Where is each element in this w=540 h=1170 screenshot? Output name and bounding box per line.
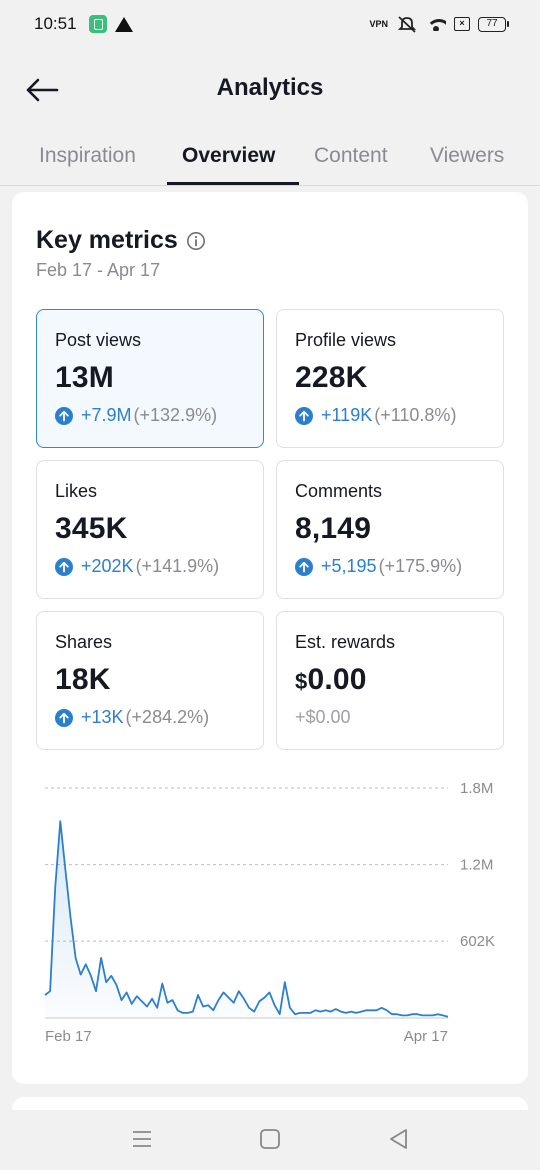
- app-notification-icon: [88, 15, 107, 33]
- currency-symbol: $: [295, 669, 308, 694]
- battery-icon: 77: [478, 16, 509, 32]
- change-absolute: +$0.00: [295, 707, 351, 727]
- change-percent: (+132.9%): [133, 405, 218, 425]
- header: Analytics: [0, 48, 540, 132]
- arrow-up-circle-icon: [295, 406, 313, 425]
- y-tick-label: 1.2M: [460, 857, 493, 874]
- sim-icon: ×: [454, 17, 470, 31]
- status-bar: 10:51 VPN × 77: [0, 0, 540, 48]
- status-time: 10:51: [34, 14, 77, 33]
- change-percent: (+284.2%): [125, 707, 210, 727]
- section-title-row: Key metrics: [36, 226, 206, 255]
- metric-change: +$0.00: [295, 707, 485, 728]
- warning-icon: [114, 16, 133, 32]
- back-arrow-icon: [26, 78, 59, 102]
- metric-post-views[interactable]: Post views 13M +7.9M (+132.9%): [36, 309, 264, 448]
- metric-label: Post views: [55, 330, 142, 350]
- menu-icon[interactable]: [127, 1124, 157, 1154]
- metric-change: +7.9M (+132.9%): [55, 405, 245, 426]
- metric-value: 8,149: [295, 512, 372, 545]
- metric-shares[interactable]: Shares 18K +13K (+284.2%): [36, 611, 264, 750]
- arrow-up-circle-icon: [55, 557, 73, 576]
- metric-label: Comments: [295, 481, 383, 501]
- status-left-icons: [88, 15, 133, 33]
- arrow-up-circle-icon: [55, 406, 73, 425]
- y-tick-label: 602K: [460, 933, 495, 950]
- metric-value: 345K: [55, 512, 128, 545]
- metric-likes[interactable]: Likes 345K +202K (+141.9%): [36, 460, 264, 599]
- home-icon[interactable]: [255, 1124, 285, 1154]
- tab-overview[interactable]: Overview: [182, 144, 276, 167]
- change-absolute: +119K: [321, 405, 373, 425]
- section-title: Key metrics: [36, 226, 178, 254]
- status-right-icons: VPN × 77: [369, 15, 509, 33]
- change-percent: (+141.9%): [135, 556, 220, 576]
- reward-amount: 0.00: [307, 663, 367, 696]
- x-axis-start-label: Feb 17: [45, 1028, 92, 1045]
- metric-change: +5,195 (+175.9%): [295, 556, 485, 577]
- change-absolute: +5,195: [321, 556, 377, 576]
- change-absolute: +202K: [81, 556, 134, 576]
- metric-label: Profile views: [295, 330, 397, 350]
- info-icon[interactable]: [186, 231, 206, 251]
- change-percent: (+175.9%): [378, 556, 463, 576]
- tab-bar: Inspiration Overview Content Viewers: [0, 132, 540, 186]
- change-percent: (+110.8%): [374, 405, 457, 425]
- metric-profile-views[interactable]: Profile views 228K +119K (+110.8%): [276, 309, 504, 448]
- metric-value: 228K: [295, 361, 368, 394]
- metric-label: Shares: [55, 632, 113, 652]
- back-triangle-icon[interactable]: [384, 1124, 414, 1154]
- mute-icon: [397, 16, 417, 33]
- metric-label: Est. rewards: [295, 632, 396, 652]
- key-metrics-card: Key metrics Feb 17 - Apr 17 Post views 1…: [12, 192, 528, 1084]
- chart-gridlines: [45, 787, 448, 942]
- x-axis-end-label: Apr 17: [404, 1028, 448, 1045]
- tab-viewers[interactable]: Viewers: [430, 144, 505, 167]
- chart-area: [45, 821, 448, 1018]
- chart-canvas: 1.8M 1.2M 602K Feb 17 Apr 17: [44, 780, 495, 1045]
- metric-value: $0.00: [295, 663, 485, 697]
- page-title: Analytics: [216, 74, 324, 101]
- vpn-icon: VPN: [369, 19, 388, 29]
- metric-value: 18K: [55, 663, 111, 696]
- arrow-up-circle-icon: [295, 557, 313, 576]
- post-views-chart[interactable]: 1.8M 1.2M 602K Feb 17 Apr 17: [12, 770, 528, 1060]
- metric-value: 13M: [55, 361, 114, 394]
- change-absolute: +7.9M: [81, 405, 132, 425]
- metric-change: +202K (+141.9%): [55, 556, 245, 577]
- tab-inspiration[interactable]: Inspiration: [39, 144, 136, 167]
- metric-change: +119K (+110.8%): [295, 405, 485, 426]
- active-tab-indicator: [167, 182, 299, 185]
- tab-content[interactable]: Content: [314, 144, 388, 167]
- chart-line: [44, 820, 449, 1018]
- wifi-icon: [426, 17, 446, 31]
- arrow-up-circle-icon: [55, 708, 73, 727]
- metric-label: Likes: [55, 481, 98, 501]
- back-button[interactable]: [22, 70, 62, 110]
- metric-est-rewards[interactable]: Est. rewards $0.00 +$0.00: [276, 611, 504, 750]
- metric-comments[interactable]: Comments 8,149 +5,195 (+175.9%): [276, 460, 504, 599]
- y-tick-label: 1.8M: [460, 780, 493, 797]
- date-range: Feb 17 - Apr 17: [36, 260, 161, 280]
- y-axis-ticks: 1.8M 1.2M 602K: [460, 780, 495, 950]
- system-nav-bar: [0, 1110, 540, 1170]
- change-absolute: +13K: [81, 707, 124, 727]
- metric-change: +13K (+284.2%): [55, 707, 245, 728]
